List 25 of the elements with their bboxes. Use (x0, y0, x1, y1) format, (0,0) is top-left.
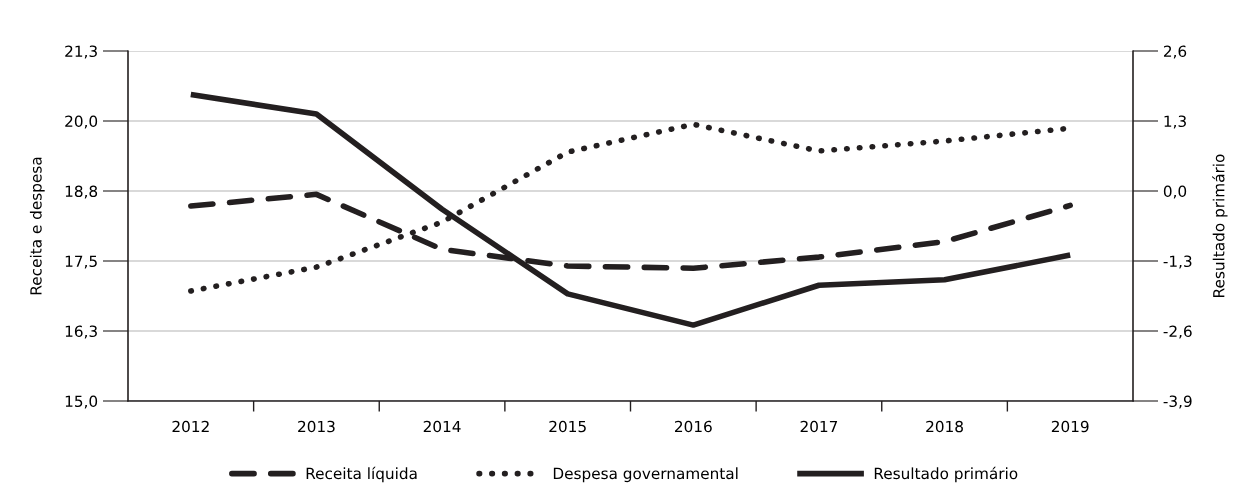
y2-tick-label: -1,3 (1163, 255, 1192, 269)
x-tick-label: 2013 (298, 420, 335, 433)
x-tick-label: 2012 (172, 420, 209, 433)
y-tick-label: 16,3 (65, 325, 97, 339)
y-axis-title: Receita e despesa (29, 157, 45, 295)
y-tick-label: 18,8 (65, 185, 98, 199)
y2-tick-label: 2,6 (1163, 45, 1187, 59)
x-tick-label: 2014 (423, 420, 461, 433)
y2-axis-title: Resultado primário (1212, 154, 1228, 297)
y2-tick-label: -3,9 (1163, 395, 1192, 409)
legend-label: Resultado primário (874, 466, 1018, 483)
x-tick-label: 2018 (926, 420, 963, 433)
y2-tick-label: 1,3 (1164, 115, 1186, 129)
y-tick-label: 17,5 (65, 255, 97, 269)
y2-tick-label: -2,6 (1163, 325, 1192, 339)
x-tick-label: 2015 (549, 420, 586, 433)
x-tick-label: 2019 (1051, 420, 1089, 433)
y-tick-label: 20,0 (65, 115, 98, 129)
y-tick-label: 21,3 (65, 45, 97, 59)
y2-tick-label: 0,0 (1163, 185, 1187, 199)
legend-label: Despesa governamental (553, 467, 738, 483)
y-tick-label: 15,0 (65, 395, 98, 409)
legend-label: Receita líquida (306, 466, 417, 483)
x-tick-label: 2016 (674, 420, 712, 433)
x-tick-label: 2017 (800, 420, 838, 433)
